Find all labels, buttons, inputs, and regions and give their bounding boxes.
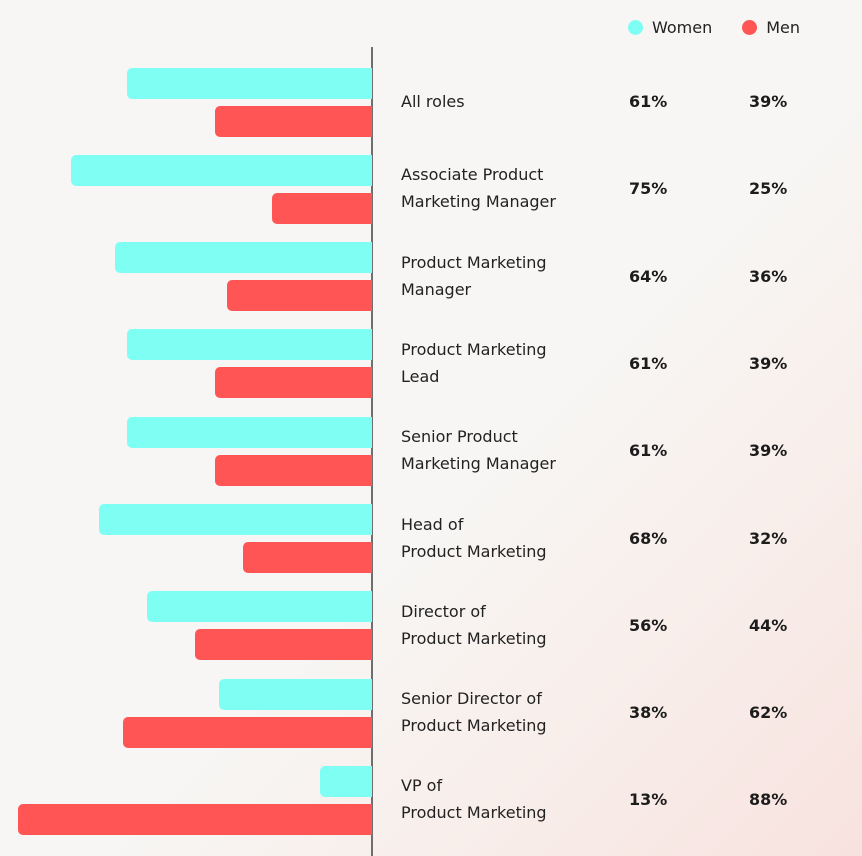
value-label-men: 62%	[749, 703, 788, 723]
bar-women	[126, 416, 372, 448]
bar-men	[195, 629, 372, 661]
category-label: Product Marketing Manager	[401, 249, 601, 303]
category-label-line: Director of	[401, 601, 486, 621]
value-label-women: 61%	[629, 353, 668, 373]
value-label-men: 39%	[749, 441, 788, 461]
bar-men	[215, 105, 372, 137]
bar-women	[70, 154, 372, 186]
value-label-men: 39%	[749, 353, 788, 373]
bar-women	[114, 242, 372, 274]
category-label: Head of Product Marketing	[401, 511, 601, 565]
bar-men	[122, 716, 372, 748]
bar-men	[215, 454, 372, 486]
bar-women	[146, 591, 372, 623]
women-dot-icon	[628, 20, 643, 35]
legend-item-women: Women	[628, 18, 712, 37]
category-label-line: Head of	[401, 514, 464, 534]
bar-women	[319, 765, 372, 797]
category-label: All roles	[401, 88, 601, 115]
category-label-line: VP of	[401, 776, 443, 796]
bar-women	[126, 329, 372, 361]
value-label-men: 25%	[749, 179, 788, 199]
bar-men	[243, 542, 372, 573]
category-label-line: Product Marketing	[401, 339, 547, 359]
bar-men	[18, 803, 372, 835]
category-label-line: Product Marketing	[401, 541, 547, 561]
bar-men	[215, 367, 372, 399]
category-label-line: Product Marketing	[401, 803, 547, 823]
value-label-men: 88%	[749, 790, 788, 810]
category-label-line: Lead	[401, 366, 440, 386]
category-label-line: Marketing Manager	[401, 454, 556, 474]
men-dot-icon	[742, 20, 758, 35]
bar-men	[271, 192, 372, 224]
category-label-line: Associate Product	[401, 165, 544, 185]
category-label-line: Senior Product	[401, 427, 518, 447]
value-label-women: 13%	[629, 790, 668, 810]
category-label-line: Manager	[401, 279, 472, 299]
value-label-men: 32%	[749, 528, 788, 548]
category-label: Senior Product Marketing Manager	[401, 423, 601, 477]
category-label: VP of Product Marketing	[401, 772, 601, 826]
category-label-line: Senior Director of	[401, 689, 542, 709]
bar-women	[98, 504, 372, 535]
value-label-men: 36%	[749, 266, 788, 286]
center-axis-line	[371, 47, 373, 856]
value-label-men: 39%	[749, 92, 788, 111]
value-label-women: 61%	[629, 92, 668, 111]
legend-label-men: Men	[766, 18, 801, 37]
value-label-women: 61%	[629, 441, 668, 461]
value-label-men: 44%	[749, 615, 788, 635]
value-label-women: 64%	[629, 266, 668, 286]
value-label-women: 56%	[629, 615, 668, 635]
category-label-line: Product Marketing	[401, 628, 547, 648]
category-label: Director of Product Marketing	[401, 598, 601, 652]
category-label-line: All roles	[401, 91, 465, 111]
category-label: Senior Director of Product Marketing	[401, 685, 601, 739]
value-label-women: 38%	[629, 703, 668, 723]
legend-label-women: Women	[652, 18, 713, 37]
bar-women	[126, 67, 372, 99]
value-label-women: 75%	[629, 179, 668, 199]
legend: Women Men	[628, 18, 800, 37]
legend-item-men: Men	[742, 18, 800, 37]
category-label: Associate Product Marketing Manager	[401, 161, 601, 215]
bar-women	[219, 678, 372, 710]
category-label-line: Product Marketing	[401, 716, 547, 736]
category-label-line: Product Marketing	[401, 252, 547, 272]
bar-men	[227, 280, 372, 312]
category-label: Product Marketing Lead	[401, 336, 601, 390]
category-label-line: Marketing Manager	[401, 192, 556, 212]
value-label-women: 68%	[629, 528, 668, 548]
